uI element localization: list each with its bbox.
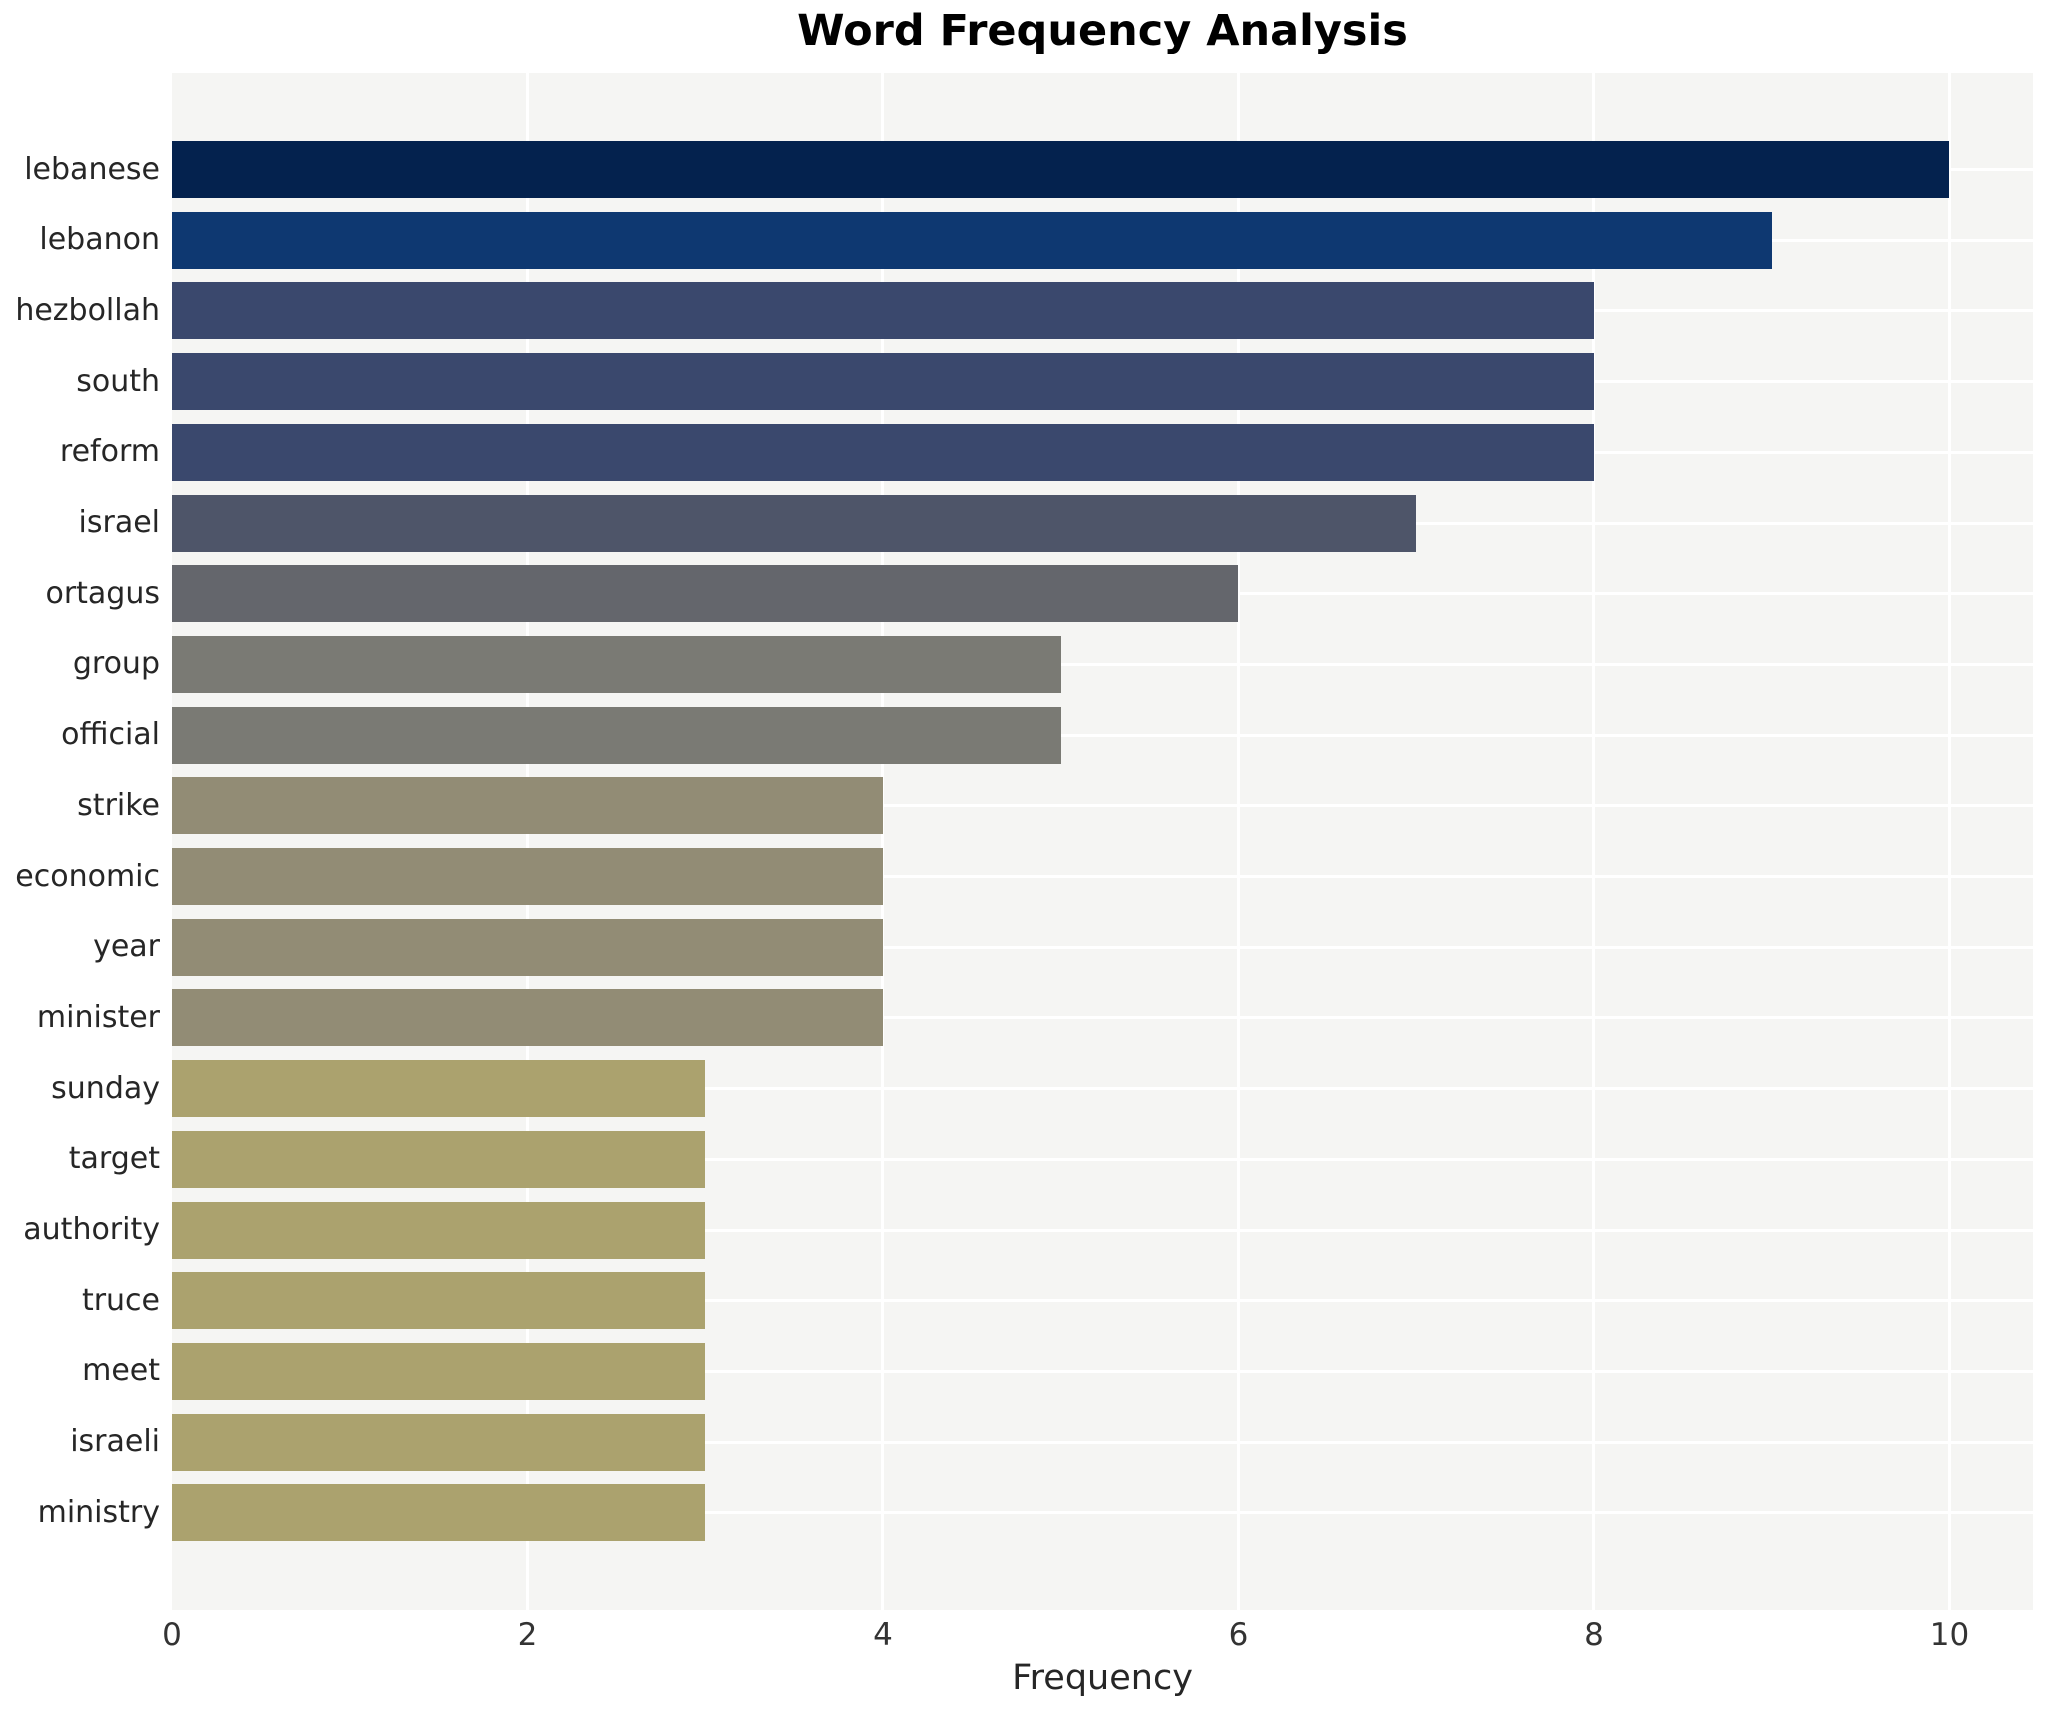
x-tick-label-4: 4 <box>873 1617 893 1653</box>
gridline-horizontal <box>172 875 2033 878</box>
y-tick-label-ortagus: ortagus <box>45 575 160 611</box>
gridline-vertical <box>1592 73 1596 1610</box>
y-tick-label-lebanese: lebanese <box>24 151 160 187</box>
bar-israeli <box>172 1413 706 1471</box>
y-tick-label-meet: meet <box>82 1353 160 1389</box>
gridline-vertical <box>525 73 529 1610</box>
gridline-horizontal <box>172 1511 2033 1515</box>
gridline-horizontal <box>172 804 2033 808</box>
y-tick-label-israel: israel <box>78 505 160 540</box>
gridline-horizontal <box>172 662 2033 666</box>
y-tick-label-sunday: sunday <box>51 1070 160 1106</box>
bar-hezbollah <box>172 282 1594 340</box>
y-tick-label-south: south <box>76 363 160 399</box>
y-tick-label-minister: minister <box>36 999 160 1035</box>
gridline-horizontal <box>172 733 2033 737</box>
y-tick-label-reform: reform <box>59 434 160 470</box>
gridline-vertical <box>881 73 885 1610</box>
bar-official <box>172 706 1061 764</box>
y-tick-label-economic: economic <box>15 858 160 894</box>
bar-israel <box>172 494 1417 552</box>
bar-strike <box>172 777 883 835</box>
gridline-horizontal <box>172 1228 2033 1232</box>
gridline-vertical <box>1236 73 1240 1610</box>
x-axis-title: Frequency <box>1012 1658 1193 1698</box>
x-tick-label-10: 10 <box>1929 1617 1970 1653</box>
bar-ortagus <box>172 565 1239 623</box>
plot-area <box>172 73 2033 1610</box>
bar-truce <box>172 1272 706 1330</box>
x-tick-label-0: 0 <box>162 1617 182 1653</box>
bar-reform <box>172 423 1594 481</box>
gridline-horizontal <box>172 1440 2033 1444</box>
bar-lebanese <box>172 141 1950 198</box>
y-tick-label-ministry: ministry <box>37 1494 160 1530</box>
bar-south <box>172 353 1594 411</box>
chart-title: Word Frequency Analysis <box>797 6 1408 56</box>
y-tick-label-group: group <box>72 646 160 682</box>
y-tick-label-target: target <box>68 1141 160 1177</box>
y-tick-label-authority: authority <box>23 1212 160 1247</box>
x-tick-label-6: 6 <box>1228 1617 1249 1653</box>
x-tick-label-8: 8 <box>1584 1617 1604 1653</box>
y-tick-label-strike: strike <box>77 787 160 823</box>
y-tick-label-official: official <box>61 717 160 753</box>
y-tick-label-hezbollah: hezbollah <box>15 292 160 328</box>
bar-economic <box>172 848 883 905</box>
gridline-horizontal <box>172 1157 2033 1161</box>
gridline-horizontal <box>172 1299 2033 1303</box>
bar-year <box>172 918 883 976</box>
y-tick-label-lebanon: lebanon <box>39 222 160 258</box>
bar-ministry <box>172 1484 706 1542</box>
bar-group <box>172 635 1061 693</box>
y-tick-label-year: year <box>93 929 160 965</box>
y-tick-label-israeli: israeli <box>70 1424 160 1460</box>
bar-lebanon <box>172 211 1772 269</box>
gridline-horizontal <box>172 1369 2033 1373</box>
gridline-vertical <box>1947 73 1951 1610</box>
bar-minister <box>172 989 883 1047</box>
y-tick-label-truce: truce <box>81 1282 160 1318</box>
gridline-horizontal <box>172 1087 2033 1091</box>
x-tick-label-2: 2 <box>517 1617 538 1653</box>
gridline-horizontal <box>172 1016 2033 1020</box>
gridline-horizontal <box>172 945 2033 949</box>
bar-sunday <box>172 1060 706 1118</box>
bar-target <box>172 1130 706 1188</box>
bar-authority <box>172 1201 706 1259</box>
bar-meet <box>172 1342 706 1400</box>
